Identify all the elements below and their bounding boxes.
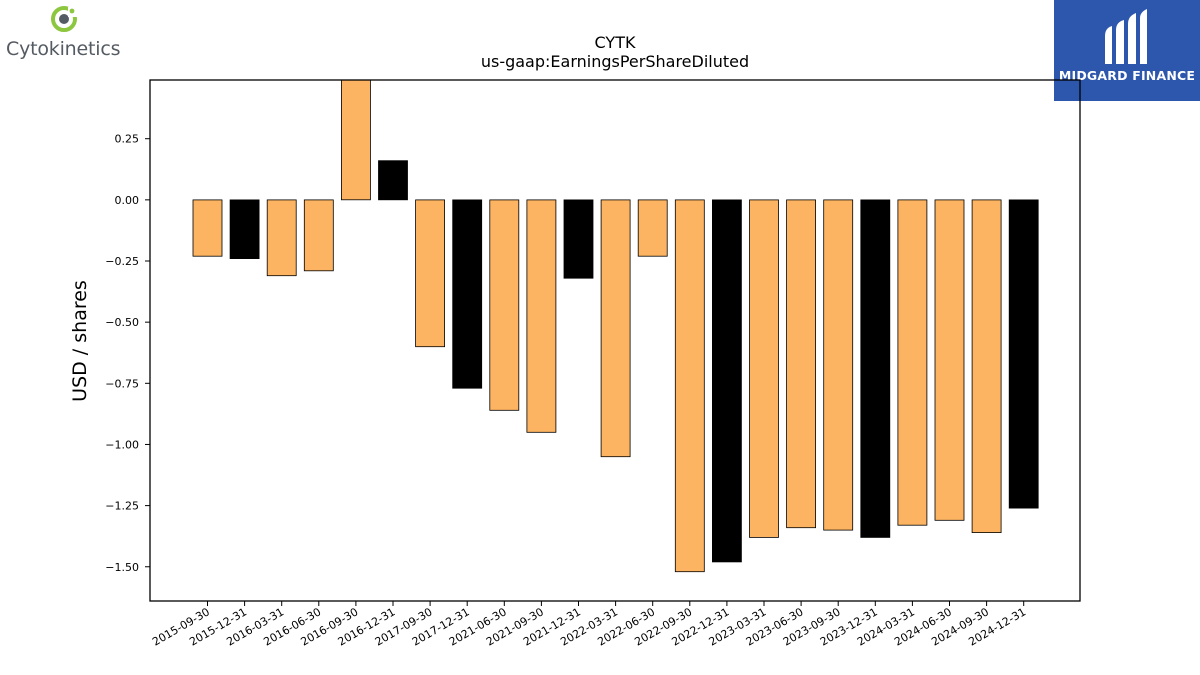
bar-2024-09-30 [971, 199, 1002, 534]
bar-2022-06-30 [637, 199, 668, 257]
bar-2016-09-30 [340, 80, 371, 201]
bar-2017-09-30 [415, 199, 446, 348]
bar-2021-12-31 [563, 199, 594, 279]
bar-2024-03-31 [897, 199, 928, 526]
y-tick-label: −1.50 [105, 561, 139, 574]
plot-area: 0.250.00−0.25−0.50−0.75−1.00−1.25−1.5020… [105, 79, 1081, 649]
y-tick-label: −1.25 [105, 500, 139, 513]
bar-2016-12-31 [378, 160, 408, 201]
y-tick-label: −0.25 [105, 255, 139, 268]
cytokinetics-logo-text: Cytokinetics [6, 38, 121, 60]
y-tick-label: −1.00 [105, 438, 139, 451]
midgard-finance-logo-text: MIDGARD FINANCE [1058, 68, 1196, 83]
bar-2022-12-31 [712, 199, 742, 563]
bar-2022-03-31 [600, 199, 631, 458]
bar-2016-03-31 [266, 199, 297, 277]
y-tick-label: −0.50 [105, 316, 139, 329]
y-tick-label: 0.25 [115, 133, 140, 146]
chart-title: CYTK [595, 33, 636, 52]
bar-2016-06-30 [303, 199, 334, 272]
bar-2024-12-31 [1008, 199, 1039, 509]
midgard-finance-logo-icon [1105, 9, 1147, 64]
bar-2023-03-31 [749, 199, 779, 538]
y-axis-label: USD / shares [69, 280, 91, 402]
bar-2015-12-31 [229, 199, 260, 259]
bar-2023-06-30 [786, 199, 816, 529]
bar-2024-06-30 [934, 199, 965, 521]
bars-group [192, 80, 1039, 573]
bar-2023-09-30 [823, 199, 854, 531]
bar-2017-12-31 [452, 199, 483, 389]
y-tick-label: 0.00 [115, 194, 140, 207]
midgard-finance-logo: MIDGARD FINANCE [1054, 0, 1200, 101]
y-tick-label: −0.75 [105, 377, 139, 390]
bar-2015-09-30 [192, 199, 223, 257]
plot-frame [149, 79, 1081, 602]
bar-2021-09-30 [526, 199, 557, 433]
cytokinetics-logo-icon [51, 6, 78, 32]
bar-2021-06-30 [489, 199, 520, 411]
cytokinetics-logo: Cytokinetics [4, 4, 128, 62]
bar-2023-12-31 [860, 199, 891, 538]
bar-2022-09-30 [674, 199, 705, 573]
chart-subtitle: us-gaap:EarningsPerShareDiluted [481, 52, 749, 71]
